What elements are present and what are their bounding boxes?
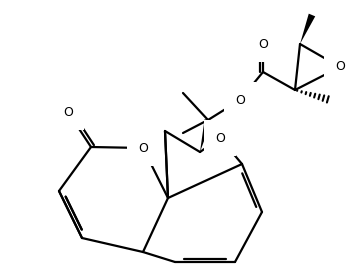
Text: O: O — [235, 93, 245, 107]
Polygon shape — [300, 14, 315, 44]
Text: O: O — [258, 38, 268, 50]
Text: O: O — [63, 105, 73, 118]
Text: O: O — [138, 141, 148, 155]
Polygon shape — [200, 119, 211, 152]
Text: O: O — [215, 132, 225, 144]
Text: O: O — [335, 61, 345, 73]
